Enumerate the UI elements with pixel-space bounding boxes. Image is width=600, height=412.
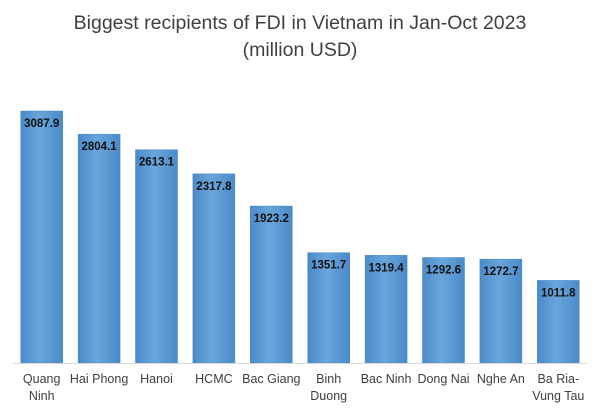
bar-quang-ninh (20, 110, 63, 364)
x-tick-label: Ba Ria-Vung Tau (532, 372, 584, 403)
data-label: 1292.6 (426, 265, 461, 277)
bar-binh-duong (307, 252, 350, 364)
bar-bac-ninh (364, 255, 408, 364)
x-tick-label: HCMC (195, 372, 233, 386)
bar-hanoi (135, 149, 178, 364)
data-label: 1923.2 (254, 213, 289, 225)
data-label: 2804.1 (82, 141, 118, 153)
chart-title: Biggest recipients of FDI in Vietnam in … (73, 12, 527, 34)
bar-hai-phong (77, 133, 121, 364)
x-tick-label: Bac Giang (242, 372, 300, 386)
data-label: 1272.7 (483, 266, 518, 278)
data-labels: 3087.9 2804.1 2613.1 2317.8 1923.2 1351.7 1319… (24, 118, 576, 299)
data-label: 1351.7 (311, 260, 346, 272)
x-tick-labels: Quang Ninh Hai Phong Hanoi HCMC Bac Giang Binh… (23, 372, 584, 403)
data-label: 2317.8 (196, 181, 232, 193)
x-tick-label: Hai Phong (70, 372, 128, 386)
bar-bac-giang (250, 205, 293, 364)
x-tick-label: Binh Duong (310, 372, 347, 403)
x-tick-label: Quang Ninh (23, 372, 61, 403)
data-label: 1319.4 (369, 262, 405, 274)
x-tick-label: Hanoi (140, 372, 173, 386)
x-tick-label: Bac Ninh (361, 372, 412, 386)
x-tick-label: Nghe An (477, 372, 525, 386)
x-tick-label: Dong Nai (417, 372, 469, 386)
chart-subtitle: (million USD) (242, 39, 358, 61)
data-label: 1011.8 (541, 287, 576, 299)
data-label: 2613.1 (139, 157, 175, 169)
bar-hcmc (192, 173, 236, 364)
bar-ba-ria-vung-tau (537, 280, 580, 364)
chart-title-block: Biggest recipients of FDI in Vietnam in … (0, 10, 600, 64)
bar-series (20, 110, 580, 364)
data-label: 3087.9 (24, 118, 59, 130)
bar-nghe-an (479, 258, 523, 364)
